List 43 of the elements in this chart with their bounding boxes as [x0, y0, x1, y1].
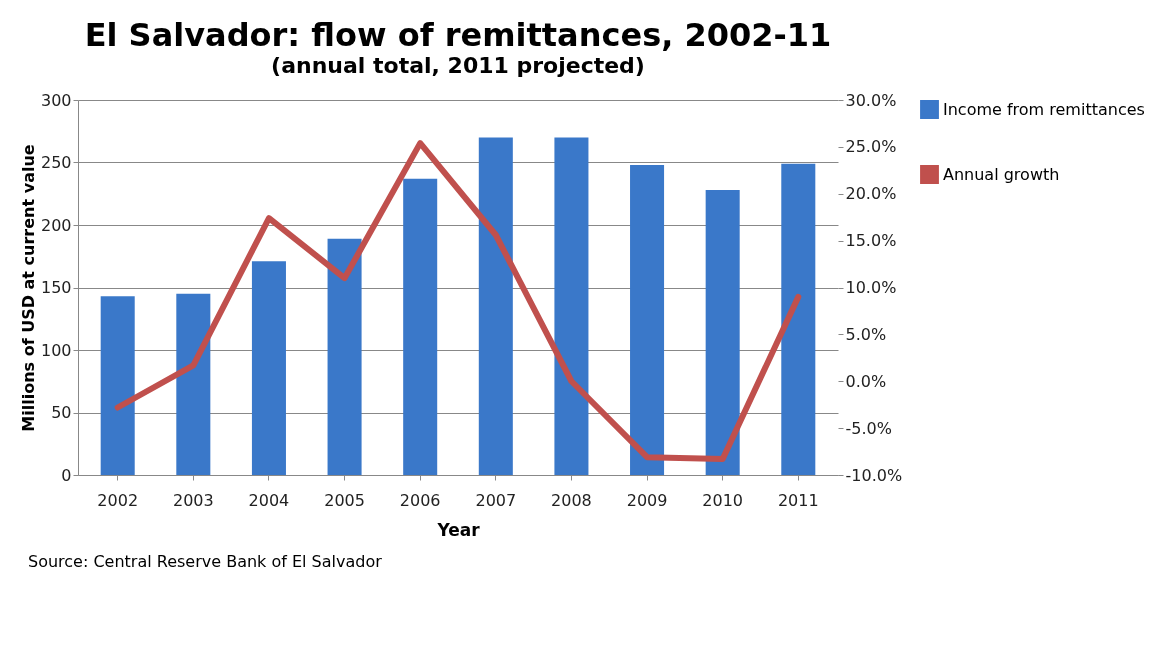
- y2-tick-label: 20.0%: [845, 184, 897, 204]
- bar: [630, 165, 665, 475]
- y2-tick-label: -10.0%: [845, 465, 903, 485]
- bar: [554, 137, 589, 475]
- y-tick-label: 0: [61, 465, 72, 485]
- x-tick-label: 2002: [97, 490, 139, 510]
- y2-tick-label: 15.0%: [845, 231, 897, 251]
- y-axis-title: Millions of USD at current value: [18, 144, 38, 432]
- y-tick-label: 300: [40, 90, 72, 110]
- x-tick-label: 2010: [702, 490, 744, 510]
- x-tick-label: 2005: [324, 490, 365, 510]
- y-tick-label: 200: [40, 215, 72, 235]
- x-tick-label: 2003: [172, 490, 214, 510]
- legend-label: Income from remittances: [943, 99, 1145, 119]
- x-tick-label: 2004: [248, 490, 290, 510]
- source-note: Source: Central Reserve Bank of El Salvador: [28, 552, 1170, 571]
- y-tick-label: 250: [40, 153, 72, 172]
- y2-tick-label: 5.0%: [845, 324, 887, 344]
- x-tick-label: 2007: [475, 490, 517, 510]
- bar: [478, 137, 513, 475]
- bar: [176, 293, 211, 475]
- chart-subtitle: (annual total, 2011 projected): [271, 53, 645, 78]
- y-tick-label: 50: [51, 403, 72, 422]
- y2-tick-label: 25.0%: [845, 137, 897, 157]
- y2-tick-label: 30.0%: [845, 90, 897, 110]
- x-tick-label: 2008: [551, 490, 592, 510]
- chart-title: El Salvador: flow of remittances, 2002-11: [84, 16, 832, 54]
- bar: [100, 296, 135, 475]
- bar: [251, 261, 286, 475]
- bar: [327, 238, 362, 475]
- x-tick-label: 2011: [777, 490, 819, 510]
- bar: [403, 178, 438, 475]
- y2-tick-label: 10.0%: [845, 278, 897, 297]
- x-axis-title: Year: [436, 519, 481, 540]
- x-tick-label: 2009: [626, 490, 668, 510]
- y2-tick-label: -5.0%: [845, 418, 892, 438]
- bar: [705, 190, 740, 475]
- y-tick-label: 100: [40, 340, 72, 360]
- y2-tick-label: 0.0%: [845, 371, 887, 391]
- bar: [781, 163, 816, 475]
- x-tick-label: 2006: [399, 490, 441, 510]
- y-tick-label: 150: [40, 278, 72, 297]
- legend-label: Annual growth: [943, 164, 1060, 184]
